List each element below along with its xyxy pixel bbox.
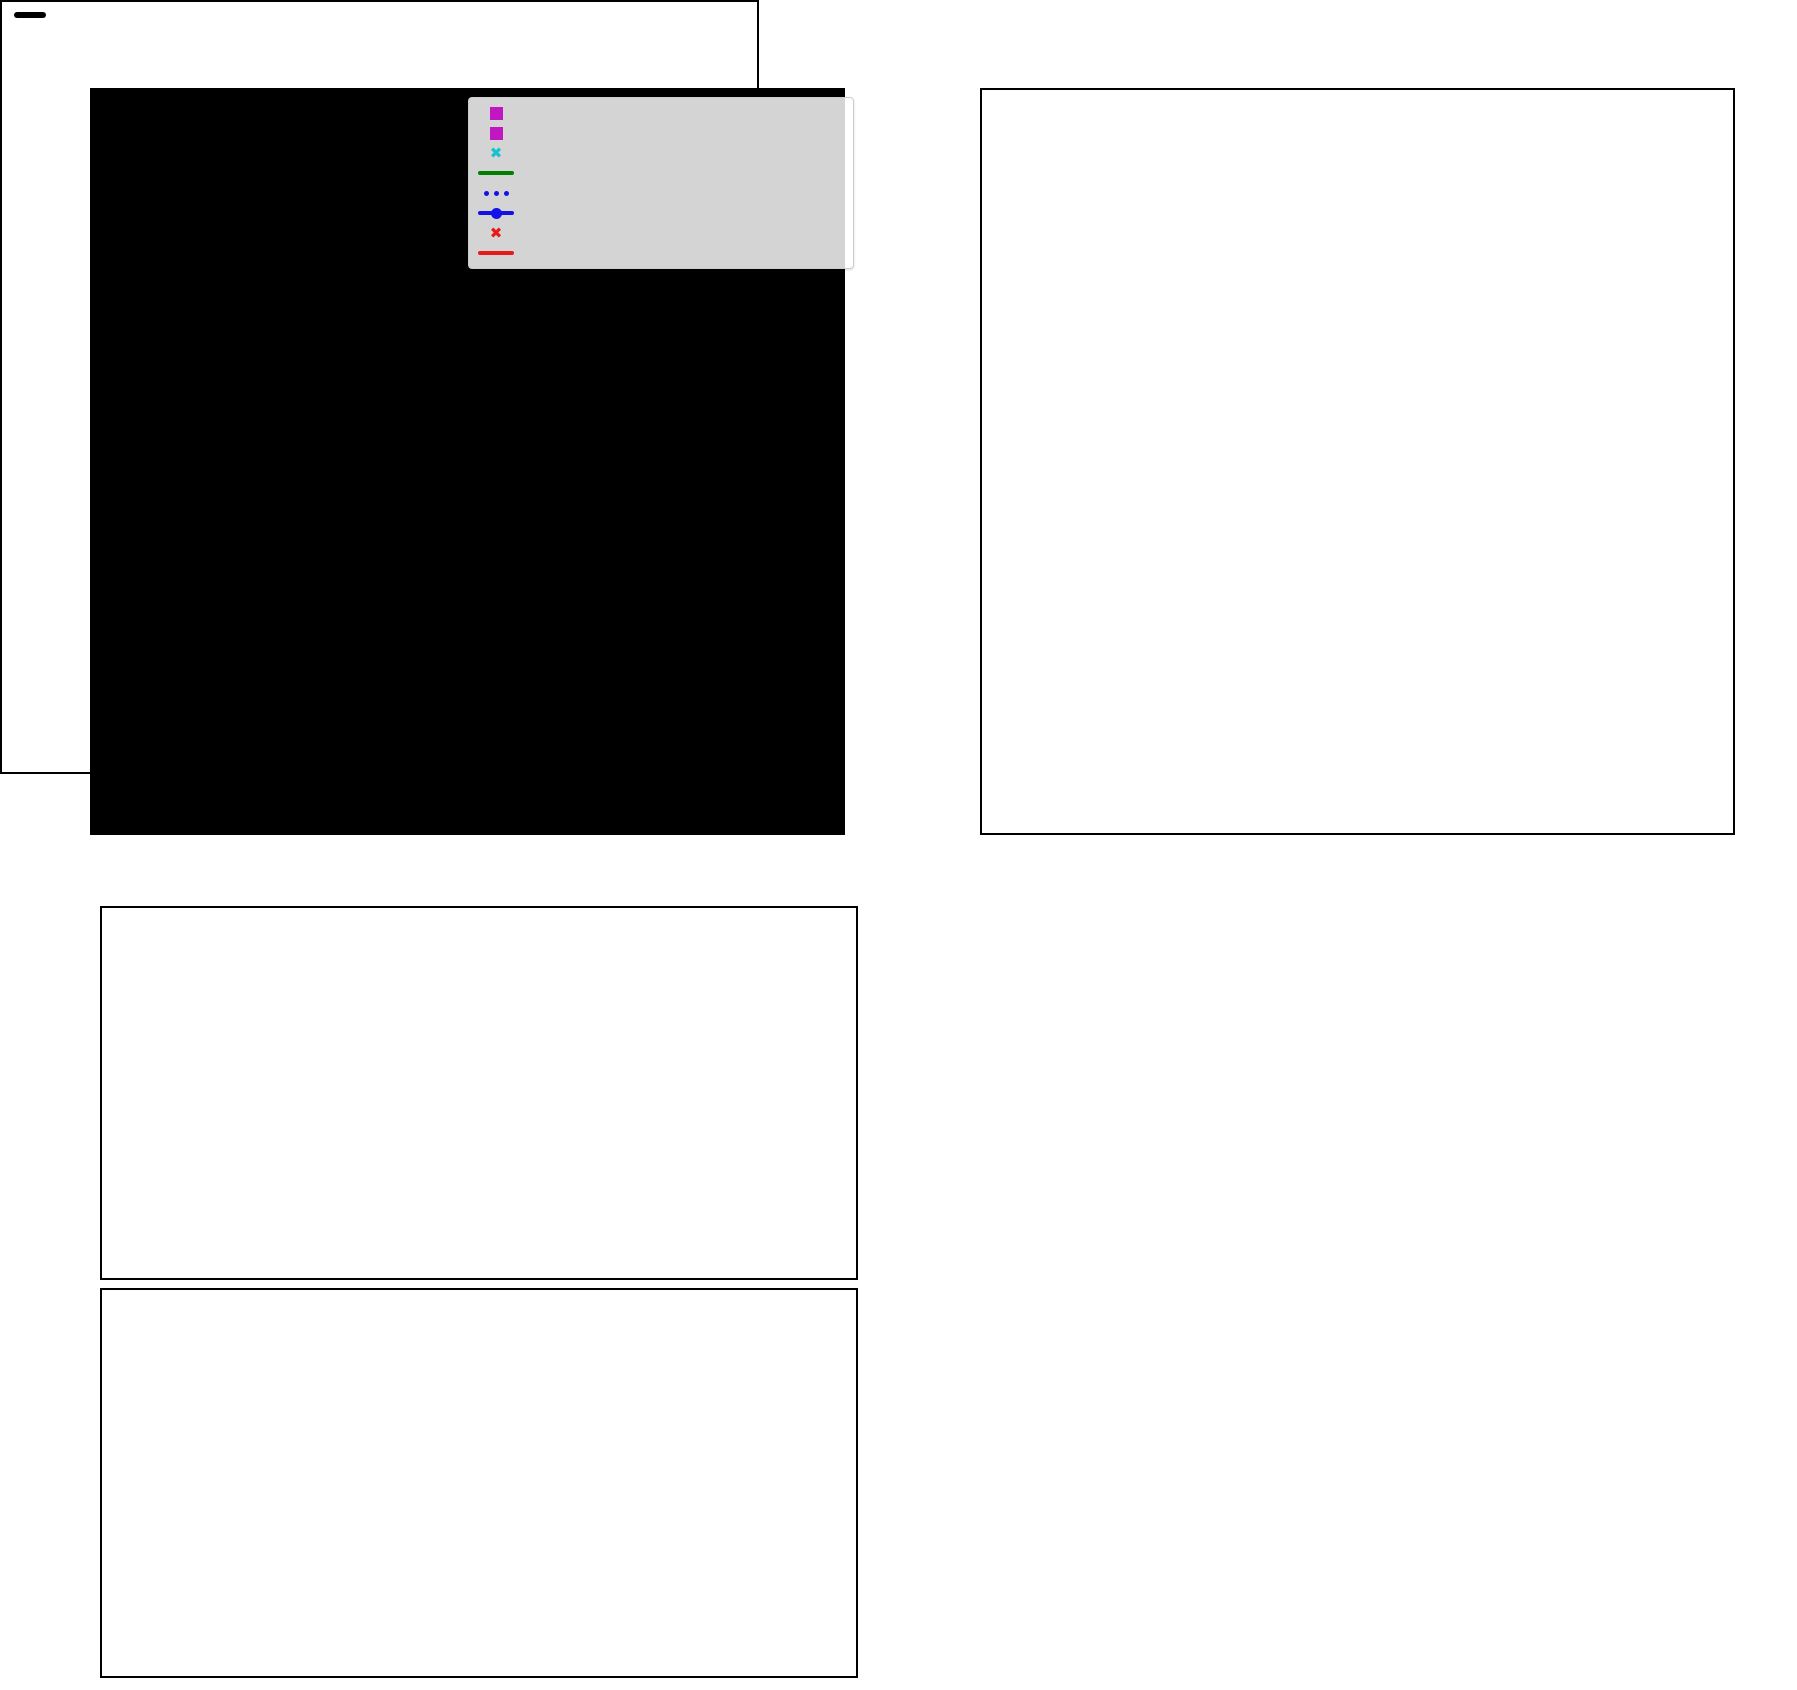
legend-item-jtwc-track	[473, 203, 845, 223]
forecast-dotted-icon	[473, 190, 519, 196]
track-line-dot-icon	[473, 207, 519, 219]
floater-line-icon	[473, 251, 519, 255]
copyright-badge	[98, 826, 122, 830]
target-x-icon: ✖	[489, 223, 503, 242]
amsu-square-icon	[473, 106, 519, 120]
legend-item-floater	[473, 243, 845, 263]
archer-square-icon	[473, 126, 519, 140]
wind-pressure-chart	[100, 906, 858, 1280]
band14-map-panel: ✖ ✖	[90, 88, 854, 835]
map-legend: ✖ ✖	[468, 97, 854, 269]
satcon-x-icon: ✖	[489, 143, 503, 162]
legend-item-target: ✖	[473, 223, 845, 243]
legend-item-archer	[473, 123, 845, 143]
adt-line-icon	[473, 171, 519, 175]
legend-item-satcon: ✖	[473, 143, 845, 163]
legend-item-forecast	[473, 183, 845, 203]
legend-item-adt	[473, 163, 845, 183]
awv-map-panel	[980, 88, 1735, 835]
wmg-count-badge	[14, 12, 46, 18]
ace-chart	[100, 1288, 858, 1678]
legend-item-amsu	[473, 103, 845, 123]
awv-map-image	[982, 90, 1733, 833]
